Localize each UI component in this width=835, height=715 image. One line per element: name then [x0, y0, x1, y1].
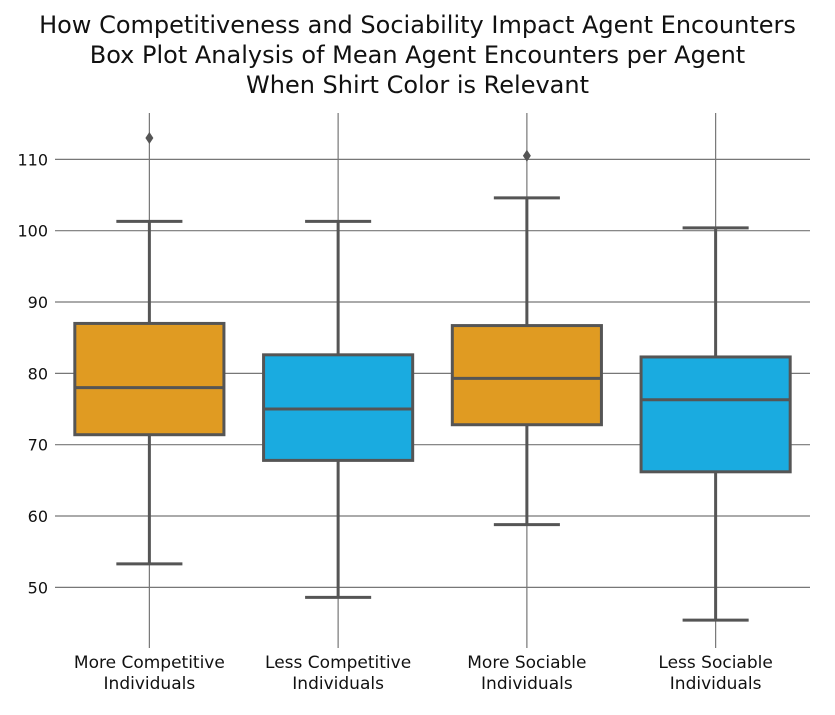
y-tick-label-50: 50 — [28, 578, 48, 597]
x-tick-label-2-line-2: Individuals — [292, 674, 384, 694]
x-tick-label-1-line-1: More Competitive — [74, 653, 225, 673]
x-tick-label-3-line-1: More Sociable — [467, 653, 586, 673]
chart-title-line-2: Box Plot Analysis of Mean Agent Encounte… — [89, 41, 746, 69]
y-tick-label-60: 60 — [28, 507, 48, 526]
box-4 — [639, 355, 792, 474]
chart-title-line-1: How Competitiveness and Sociability Impa… — [39, 11, 796, 39]
x-tick-label-4-line-2: Individuals — [670, 674, 762, 694]
chart-title-line-3: When Shirt Color is Relevant — [246, 71, 589, 99]
box-3 — [450, 324, 603, 427]
y-tick-label-100: 100 — [17, 222, 48, 241]
box-1 — [73, 321, 226, 437]
chart-title: How Competitiveness and Sociability Impa… — [0, 10, 835, 100]
y-tick-label-110: 110 — [17, 150, 48, 169]
y-tick-label-90: 90 — [28, 293, 48, 312]
outlier-point-1-1 — [145, 131, 154, 144]
y-tick-label-80: 80 — [28, 364, 48, 383]
x-tick-label-2-line-1: Less Competitive — [265, 653, 411, 673]
outlier-point-3-1 — [522, 149, 531, 162]
x-tick-label-3-line-2: Individuals — [481, 674, 573, 694]
x-tick-label-4-line-1: Less Sociable — [658, 653, 772, 673]
y-tick-label-70: 70 — [28, 436, 48, 455]
x-tick-label-1-line-2: Individuals — [104, 674, 196, 694]
